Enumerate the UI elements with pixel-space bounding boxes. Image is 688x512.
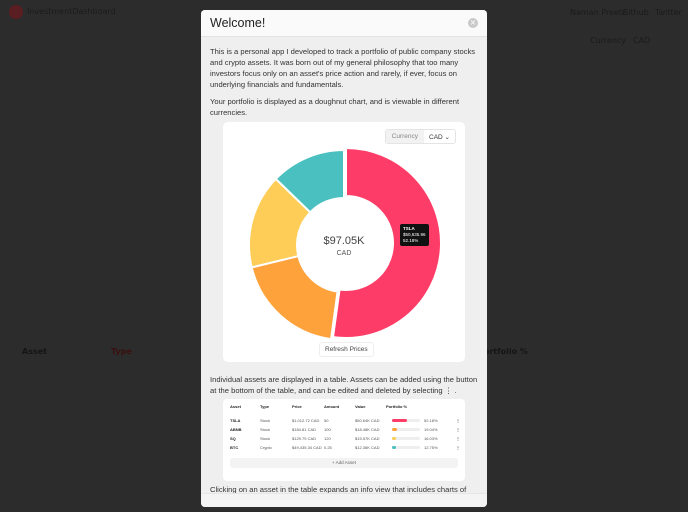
cell-type: Stock — [260, 427, 271, 432]
cell-amount: 120 — [324, 436, 331, 441]
tooltip-value: $50,635.96 — [403, 232, 426, 237]
portfolio-bar — [392, 419, 420, 422]
tooltip-percent: 52.18% — [403, 238, 419, 243]
currency-value[interactable]: CAD ⌄ — [424, 130, 455, 143]
doughnut-chart[interactable] — [223, 122, 465, 362]
cell-pct: 52.18% — [424, 418, 438, 423]
nav-github[interactable]: Github — [622, 8, 649, 17]
cell-pct: 12.75% — [424, 445, 438, 450]
doughnut-card: Currency CAD ⌄ $97.05K CAD TSLA $50,635.… — [223, 122, 465, 362]
modal-title: Welcome! — [210, 16, 266, 30]
more-options-icon[interactable]: ⋮ — [456, 418, 460, 423]
cell-price: $1,012.72 CAD — [292, 418, 320, 423]
brand-link[interactable]: InvestmentDashboard — [27, 7, 116, 16]
nav-twitter[interactable]: Twitter — [655, 8, 682, 17]
portfolio-bar-fill — [392, 446, 396, 449]
total-currency: CAD — [336, 250, 352, 257]
cell-type: Crypto — [260, 445, 272, 450]
cell-pct: 16.03% — [424, 436, 438, 441]
slice-abnb[interactable] — [250, 254, 339, 341]
close-icon[interactable]: × — [468, 18, 478, 28]
table-row[interactable]: TSLA Stock $1,012.72 CAD 50 $50.64K CAD … — [230, 418, 460, 426]
cell-value: $15.57K CAD — [355, 436, 380, 441]
currency-label: Currency — [590, 36, 627, 45]
portfolio-bar — [392, 437, 420, 440]
header-portfolio: Portfolio % — [478, 347, 528, 356]
cell-value: $18.48K CAD — [355, 427, 380, 432]
nav-author[interactable]: Naman Preetz — [570, 8, 627, 17]
cell-price: $129.79 CAD — [292, 436, 317, 441]
cell-value: $50.64K CAD — [355, 418, 380, 423]
add-asset-button[interactable]: + Add Asset — [230, 458, 458, 468]
cell-type: Stock — [260, 418, 271, 423]
table-row[interactable]: SQ Stock $129.79 CAD 120 $15.57K CAD 16.… — [230, 436, 460, 444]
col-portfolio: Portfolio % — [386, 404, 408, 409]
col-type: Type — [260, 404, 270, 409]
logo-icon — [9, 5, 23, 19]
cell-price: $184.81 CAD — [292, 427, 317, 432]
table-row[interactable]: ABNB Stock $184.81 CAD 100 $18.48K CAD 1… — [230, 427, 460, 435]
cell-asset: BTC — [230, 445, 239, 450]
currency-label: Currency — [385, 130, 424, 143]
total-value: $97.05K — [323, 235, 365, 247]
welcome-modal: Welcome! × This is a personal app I deve… — [201, 10, 487, 507]
cell-asset: SQ — [230, 436, 236, 441]
cell-amount: 0.25 — [324, 445, 332, 450]
info-paragraph: Clicking on an asset in the table expand… — [210, 485, 467, 494]
chart-paragraph: Your portfolio is displayed as a doughnu… — [210, 97, 460, 117]
slice-tsla[interactable] — [331, 146, 442, 339]
refresh-prices-button[interactable]: Refresh Prices — [319, 342, 374, 357]
cell-type: Stock — [260, 436, 271, 441]
cell-amount: 100 — [324, 427, 331, 432]
table-paragraph: Individual assets are displayed in a tab… — [210, 375, 478, 395]
col-asset: Asset — [230, 404, 241, 409]
table-preview: Asset Type Price Amount Value Portfolio … — [223, 399, 465, 481]
modal-footer — [201, 493, 487, 507]
currency-code: CAD — [429, 134, 443, 141]
table-row[interactable]: BTC Crypto $49,435.34 CAD 0.25 $12.36K C… — [230, 445, 460, 453]
header-type: Type — [111, 347, 132, 356]
slice-btc[interactable] — [274, 148, 345, 214]
portfolio-bar-fill — [392, 428, 398, 431]
chart-tooltip: TSLA $50,635.96 52.18% — [400, 224, 429, 246]
col-amount: Amount — [324, 404, 340, 409]
cell-price: $49,435.34 CAD — [292, 445, 322, 450]
header-asset: Asset — [22, 347, 47, 356]
table-header: Asset Type Price Amount Value Portfolio … — [230, 404, 458, 412]
cell-value: $12.36K CAD — [355, 445, 380, 450]
cell-pct: 19.04% — [424, 427, 438, 432]
modal-header: Welcome! × — [201, 10, 487, 37]
col-value: Value — [355, 404, 366, 409]
cell-asset: TSLA — [230, 418, 241, 423]
portfolio-bar-fill — [392, 437, 397, 440]
portfolio-bar — [392, 446, 420, 449]
more-options-icon[interactable]: ⋮ — [456, 445, 460, 450]
portfolio-bar-fill — [392, 419, 407, 422]
col-price: Price — [292, 404, 302, 409]
more-options-icon[interactable]: ⋮ — [456, 427, 460, 432]
currency-select[interactable]: CAD — [633, 36, 651, 45]
chevron-down-icon: ⌄ — [444, 134, 450, 141]
cell-asset: ABNB — [230, 427, 242, 432]
more-options-icon[interactable]: ⋮ — [456, 436, 460, 441]
currency-selector[interactable]: Currency CAD ⌄ — [384, 129, 456, 144]
portfolio-bar — [392, 428, 420, 431]
tooltip-asset: TSLA — [403, 226, 415, 231]
intro-paragraph: This is a personal app I developed to tr… — [210, 47, 476, 89]
cell-amount: 50 — [324, 418, 329, 423]
